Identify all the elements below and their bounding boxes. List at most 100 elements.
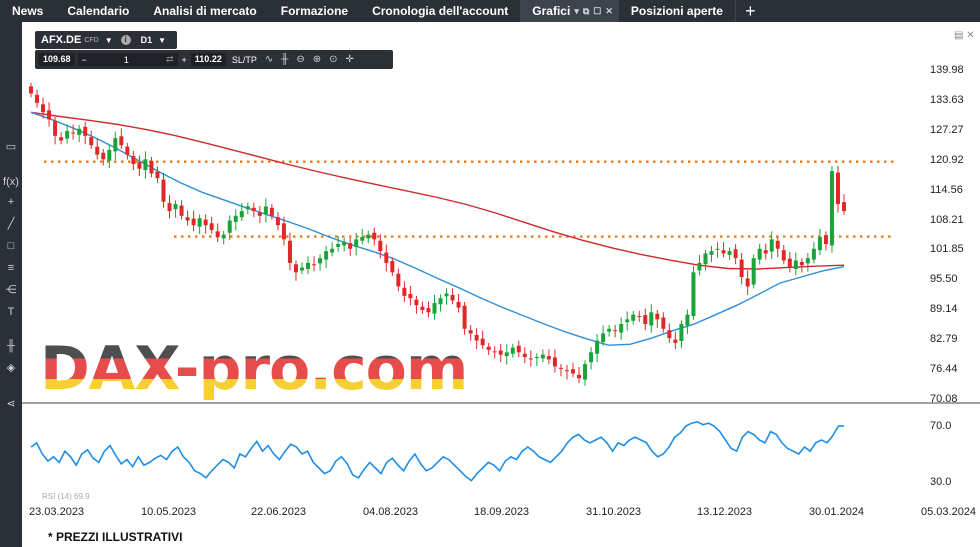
candle-body: [516, 345, 521, 353]
candle-body: [155, 171, 160, 179]
tab-analisi-di-mercato[interactable]: Analisi di mercato: [153, 4, 257, 18]
top-navigation: News Calendario Analisi di mercato Forma…: [0, 0, 980, 22]
add-tab-button[interactable]: +: [734, 0, 765, 22]
candle-body: [577, 374, 582, 379]
chart-type-icon[interactable]: ▭: [5, 141, 17, 153]
candle-body: [113, 138, 118, 152]
candlestick-icon[interactable]: ╫: [281, 54, 289, 65]
buy-price-button[interactable]: 110.22: [190, 53, 226, 66]
candle-body: [583, 364, 588, 380]
fibonacci-tool-icon[interactable]: ≡: [7, 262, 15, 274]
candle-body: [456, 301, 461, 308]
candle-body: [366, 234, 371, 239]
quantity-input[interactable]: 1: [123, 54, 129, 65]
quantity-stepper[interactable]: − 1 ⇄: [77, 53, 178, 66]
candle-body: [787, 258, 792, 268]
date-tick-label: 10.05.2023: [141, 506, 197, 518]
candle-body: [293, 264, 298, 273]
candle-body: [384, 252, 389, 263]
share-icon[interactable]: ⋖: [6, 398, 16, 410]
price-tick-label: 127.27: [930, 123, 964, 136]
candle-body: [829, 171, 834, 246]
zoom-in-icon[interactable]: ⊕: [312, 54, 322, 65]
chevron-down-icon[interactable]: ▼: [104, 35, 113, 45]
crosshair-icon[interactable]: +: [7, 196, 15, 208]
layers-icon[interactable]: ◈: [6, 362, 16, 374]
candle-body: [354, 239, 359, 247]
candle-body: [306, 262, 311, 270]
candle-body: [661, 317, 666, 329]
decrease-button[interactable]: −: [81, 54, 87, 65]
sell-price-button[interactable]: 109.68: [39, 53, 75, 66]
candle-body: [330, 248, 335, 253]
candle-body: [131, 156, 136, 165]
candle-body: [47, 110, 52, 120]
chevron-down-icon[interactable]: ▾: [574, 6, 579, 16]
candle-body: [769, 239, 774, 252]
candle-body: [390, 260, 395, 273]
symbol-selector[interactable]: AFX.DE CFD ▼ i D1 ▼: [35, 31, 177, 49]
line-chart-icon[interactable]: ∿: [264, 54, 274, 65]
chevron-down-icon[interactable]: ▼: [158, 35, 167, 45]
candle-body: [474, 334, 479, 341]
candle-body: [275, 217, 280, 226]
indicators-icon[interactable]: f(x): [3, 176, 19, 188]
rsi-tick-label: 30.0: [930, 476, 952, 488]
candle-body: [462, 305, 467, 329]
candles-icon[interactable]: ╫: [7, 340, 15, 352]
sltp-button[interactable]: SL/TP: [231, 54, 257, 65]
price-tick-label: 70.08: [930, 393, 958, 405]
zoom-out-icon[interactable]: ⊖: [296, 54, 305, 65]
tab-news[interactable]: News: [12, 4, 44, 18]
info-icon[interactable]: i: [120, 35, 131, 45]
candle-body: [733, 249, 738, 259]
price-chart[interactable]: [22, 22, 980, 525]
timeframe-selector[interactable]: D1: [140, 35, 153, 45]
candle-body: [444, 293, 449, 297]
tab-grafici[interactable]: Grafici ▾ ⧉ ☐ ✕: [520, 0, 619, 22]
rectangle-tool-icon[interactable]: □: [7, 240, 15, 252]
candle-body: [480, 338, 485, 346]
zoom-reset-icon[interactable]: ⊙: [329, 54, 338, 65]
candle-body: [540, 354, 545, 359]
candle-body: [119, 136, 124, 146]
date-tick-label: 23.03.2023: [29, 506, 85, 518]
increase-button[interactable]: +: [181, 54, 187, 65]
popout-icon[interactable]: ⧉: [582, 6, 590, 16]
candle-body: [420, 306, 425, 310]
candle-body: [41, 104, 46, 113]
candle-body: [300, 267, 304, 271]
candle-body: [595, 340, 600, 354]
watermark-logo: DAX-pro.com: [40, 334, 468, 404]
tab-posizioni-aperte[interactable]: Posizioni aperte: [630, 4, 723, 18]
candle-body: [667, 330, 672, 339]
rsi-tick-label: 70.0: [930, 420, 952, 432]
candle-body: [835, 172, 840, 205]
candle-body: [318, 258, 323, 264]
maximize-icon[interactable]: ☐: [593, 6, 602, 16]
price-tick-label: 95.50: [930, 273, 958, 286]
candle-body: [65, 131, 70, 139]
pitchfork-tool-icon[interactable]: ⋲: [5, 284, 17, 296]
candle-body: [751, 258, 756, 285]
candle-body: [215, 231, 220, 237]
close-icon[interactable]: ✕: [605, 6, 613, 16]
candle-body: [468, 330, 473, 334]
tab-grafici-label: Grafici: [532, 4, 571, 18]
candle-body: [408, 293, 413, 299]
candle-body: [492, 351, 497, 353]
date-tick-label: 18.09.2023: [474, 506, 530, 518]
swap-icon[interactable]: ⇄: [165, 54, 174, 64]
window-controls[interactable]: ▤ ✕: [954, 30, 975, 41]
text-tool-icon[interactable]: T: [7, 306, 15, 318]
candle-body: [805, 258, 810, 264]
candle-body: [59, 137, 64, 141]
tab-formazione[interactable]: Formazione: [280, 4, 349, 18]
line-tool-icon[interactable]: ╱: [7, 218, 15, 230]
candle-body: [613, 330, 618, 332]
crosshair-icon[interactable]: ✛: [345, 54, 354, 65]
price-tick-label: 101.85: [930, 243, 964, 256]
tab-calendario[interactable]: Calendario: [67, 4, 130, 18]
candle-body: [233, 215, 238, 222]
tab-cronologia-account[interactable]: Cronologia dell'account: [372, 4, 509, 18]
